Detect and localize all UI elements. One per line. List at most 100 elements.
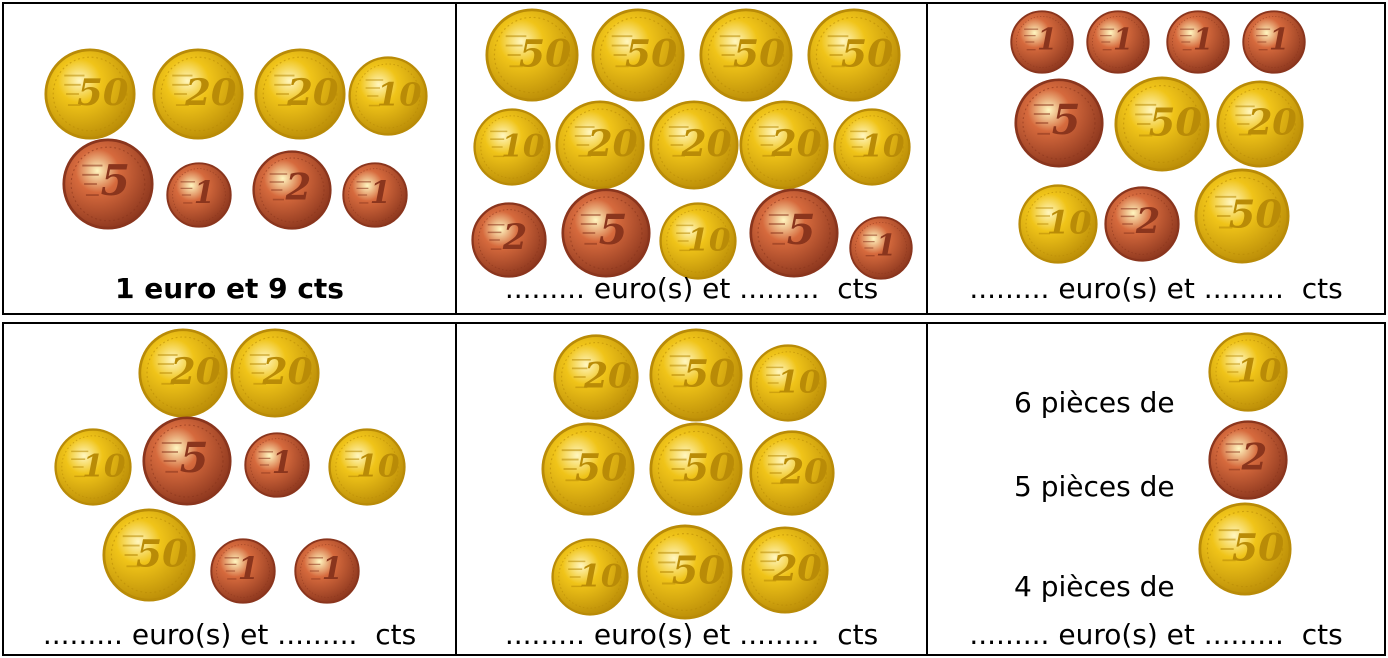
coin-2-cent-copper-coin: 2: [1208, 420, 1288, 500]
coin-10-cent-gold-coin: 10: [328, 428, 406, 506]
svg-text:50: 50: [136, 531, 188, 575]
svg-text:50: 50: [1232, 525, 1284, 569]
line-label: 5 pièces de: [1014, 470, 1175, 503]
svg-text:10: 10: [777, 364, 821, 400]
coin-50-cent-gold-coin: 50: [591, 8, 685, 102]
svg-text:1: 1: [1113, 22, 1133, 57]
coin-10-cent-gold-coin: 10: [348, 56, 428, 136]
svg-text:50: 50: [519, 31, 571, 75]
coin-50-cent-gold-coin: 50: [1198, 502, 1292, 596]
coin-1-cent-copper-coin: 1: [342, 162, 408, 228]
svg-text:10: 10: [687, 222, 731, 258]
svg-text:2: 2: [1241, 435, 1268, 479]
coin-1-cent-copper-coin: 1: [210, 538, 276, 604]
svg-text:1: 1: [194, 175, 215, 211]
cell-caption: ......... euro(s) et ......... cts: [504, 272, 879, 305]
coin-50-cent-gold-coin: 50: [1194, 168, 1290, 264]
coin-50-cent-gold-coin: 50: [102, 508, 196, 602]
coin-20-cent-gold-coin: 20: [138, 328, 228, 418]
cell-caption: ......... euro(s) et ......... cts: [504, 618, 879, 651]
cell-2: 50 50 50 50 10 20 20 20 10 2 5 10 5 1 ......... euro(…: [455, 2, 928, 315]
svg-text:10: 10: [1047, 204, 1092, 242]
coin-1-cent-copper-coin: 1: [1166, 10, 1230, 74]
svg-text:20: 20: [262, 351, 313, 393]
coin-1-cent-copper-coin: 1: [166, 162, 232, 228]
cell-1: 50 20 20 10 5 1 2 1 1 euro et 9 cts: [2, 2, 457, 315]
svg-text:50: 50: [625, 31, 677, 75]
coin-5-cent-copper-coin: 5: [142, 416, 232, 506]
svg-text:10: 10: [377, 76, 422, 114]
coin-50-cent-gold-coin: 50: [649, 328, 743, 422]
coin-10-cent-gold-coin: 10: [749, 344, 827, 422]
coin-20-cent-gold-coin: 20: [152, 48, 244, 140]
coin-5-cent-copper-coin: 5: [561, 188, 651, 278]
svg-text:1: 1: [876, 228, 896, 263]
coin-10-cent-gold-coin: 10: [473, 108, 551, 186]
svg-text:2: 2: [285, 165, 312, 209]
coin-50-cent-gold-coin: 50: [485, 8, 579, 102]
coin-20-cent-gold-coin: 20: [555, 100, 645, 190]
svg-text:2: 2: [502, 217, 527, 258]
cell-3: 1 1 1 1 5 50 20 10 2 50 ......... euro(s) et ....…: [926, 2, 1386, 315]
svg-text:1: 1: [322, 551, 343, 587]
coin-20-cent-gold-coin: 20: [230, 328, 320, 418]
svg-text:5: 5: [101, 155, 130, 205]
svg-text:50: 50: [733, 31, 785, 75]
coin-1-cent-copper-coin: 1: [294, 538, 360, 604]
svg-text:5: 5: [1052, 95, 1081, 144]
svg-text:50: 50: [683, 445, 735, 489]
cell-caption: ......... euro(s) et ......... cts: [969, 272, 1343, 305]
svg-text:10: 10: [579, 558, 623, 594]
svg-text:20: 20: [779, 452, 828, 492]
cell-caption: ......... euro(s) et ......... cts: [42, 618, 417, 651]
coin-50-cent-gold-coin: 50: [1114, 76, 1210, 172]
coin-50-cent-gold-coin: 50: [44, 48, 136, 140]
cell-6: 10 2 50 6 pièces de 5 pièces de 4 pièces d…: [926, 322, 1386, 656]
svg-text:20: 20: [771, 123, 822, 165]
svg-text:50: 50: [575, 445, 627, 489]
svg-text:50: 50: [1229, 193, 1283, 238]
svg-text:50: 50: [841, 31, 893, 75]
coin-10-cent-gold-coin: 10: [1018, 184, 1098, 264]
svg-text:2: 2: [1135, 201, 1160, 242]
svg-text:20: 20: [170, 351, 221, 393]
coin-5-cent-copper-coin: 5: [62, 138, 154, 230]
cell-caption: ......... euro(s) et ......... cts: [969, 618, 1343, 651]
coin-10-cent-gold-coin: 10: [1208, 332, 1288, 412]
svg-text:50: 50: [672, 549, 726, 594]
svg-text:20: 20: [1247, 103, 1297, 144]
cell-5: 20 50 10 50 50 20 10 50 20 ......... euro(s) et …: [455, 322, 928, 656]
cell-caption: 1 euro et 9 cts: [115, 272, 344, 305]
svg-text:50: 50: [683, 351, 735, 395]
svg-text:10: 10: [501, 128, 545, 164]
coin-20-cent-gold-coin: 20: [739, 100, 829, 190]
coin-10-cent-gold-coin: 10: [833, 108, 911, 186]
svg-text:5: 5: [180, 433, 209, 482]
coin-10-cent-gold-coin: 10: [551, 538, 629, 616]
svg-text:1: 1: [1193, 22, 1213, 57]
svg-text:20: 20: [772, 549, 822, 590]
coin-1-cent-copper-coin: 1: [1242, 10, 1306, 74]
coin-20-cent-gold-coin: 20: [254, 48, 346, 140]
svg-text:20: 20: [587, 123, 638, 165]
coin-1-cent-copper-coin: 1: [1086, 10, 1150, 74]
svg-text:1: 1: [1037, 22, 1057, 57]
coin-2-cent-copper-coin: 2: [1104, 186, 1180, 262]
svg-text:10: 10: [1237, 352, 1282, 390]
svg-text:1: 1: [370, 175, 391, 211]
svg-text:10: 10: [861, 128, 905, 164]
coin-20-cent-gold-coin: 20: [749, 430, 835, 516]
coin-50-cent-gold-coin: 50: [649, 422, 743, 516]
coin-50-cent-gold-coin: 50: [699, 8, 793, 102]
svg-text:20: 20: [583, 356, 632, 396]
coin-1-cent-copper-coin: 1: [1010, 10, 1074, 74]
coin-2-cent-copper-coin: 2: [471, 202, 547, 278]
svg-text:20: 20: [184, 70, 237, 114]
svg-text:10: 10: [82, 448, 126, 484]
line-label: 4 pièces de: [1014, 570, 1175, 603]
svg-text:5: 5: [787, 205, 816, 254]
coin-50-cent-gold-coin: 50: [637, 524, 733, 620]
coin-20-cent-gold-coin: 20: [649, 100, 739, 190]
coin-1-cent-copper-coin: 1: [244, 432, 310, 498]
line-label: 6 pièces de: [1014, 386, 1175, 419]
